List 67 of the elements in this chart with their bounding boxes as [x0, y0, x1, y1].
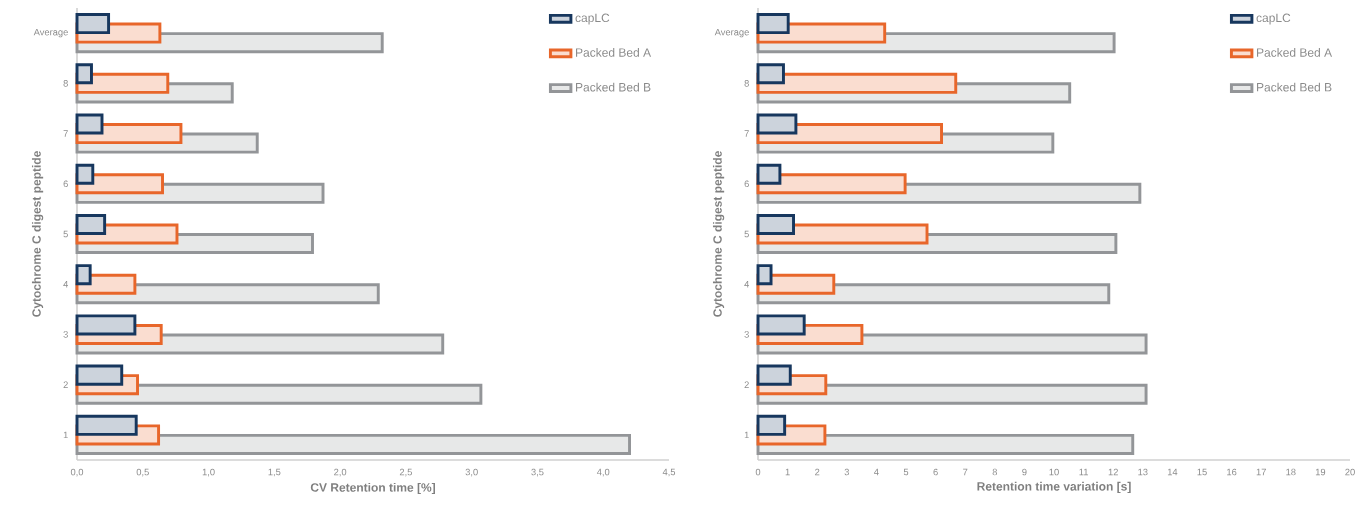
x-tick-label: 0,5	[136, 468, 149, 477]
x-tick-label: 11	[1079, 468, 1088, 476]
y-tick-label: 6	[63, 180, 68, 188]
bar	[756, 273, 836, 295]
x-tick-label: 1,0	[202, 468, 215, 477]
bar	[75, 72, 170, 94]
legend-label: capLC	[575, 13, 610, 25]
bar	[756, 383, 1148, 405]
x-tick-label: 3	[844, 468, 849, 476]
legend-label: Packed Bed A	[576, 47, 652, 57]
legend-label: Packed Bed B	[576, 82, 651, 92]
y-tick-label: 1	[63, 431, 68, 439]
y-tick-label: 2	[63, 381, 68, 388]
legend-label: capLC	[1256, 13, 1291, 25]
x-tick-label: 3,5	[531, 468, 544, 477]
y-tick-label: Average	[33, 28, 68, 38]
y-tick-label: 2	[744, 381, 749, 388]
x-tick-label: 6	[933, 468, 938, 476]
x-tick-label: 16	[1227, 468, 1237, 476]
x-tick-label: 2,0	[334, 468, 347, 477]
x-axis-title: Retention time variation [s]	[977, 481, 1131, 493]
y-tick-label: 3	[744, 331, 749, 338]
y-tick-label: 7	[63, 130, 68, 137]
bar	[75, 433, 632, 455]
x-tick-label: 8	[992, 468, 997, 476]
x-tick-label: 19	[1315, 468, 1326, 476]
y-axis-title: Cytochrome C digest peptide	[712, 151, 725, 317]
x-tick-label: 1,5	[268, 468, 281, 477]
x-tick-label: 9	[1022, 468, 1027, 476]
x-tick-label: 5	[903, 468, 909, 476]
y-tick-label: 1	[744, 431, 749, 439]
x-tick-label: 15	[1197, 468, 1207, 476]
y-tick-label: 4	[744, 281, 750, 288]
bar	[756, 72, 958, 94]
x-tick-label: 12	[1108, 468, 1118, 476]
bar	[756, 433, 1135, 455]
x-tick-label: 20	[1345, 468, 1355, 476]
y-tick-label: 3	[63, 331, 68, 338]
x-tick-label: 17	[1256, 468, 1266, 476]
x-tick-label: 14	[1167, 468, 1178, 476]
y-axis-title: Cytochrome C digest peptide	[31, 151, 44, 317]
x-tick-label: 2,5	[399, 468, 412, 477]
bar	[756, 173, 907, 195]
x-tick-label: 1	[785, 468, 790, 476]
legend-label: Packed Bed B	[1257, 82, 1332, 92]
y-tick-label: 8	[63, 80, 68, 87]
x-tick-label: 13	[1138, 468, 1148, 476]
x-tick-label: 4,0	[596, 468, 610, 477]
x-tick-label: 7	[963, 468, 968, 476]
y-tick-label: 7	[744, 130, 749, 137]
x-tick-label: 0	[755, 468, 761, 476]
bar	[75, 383, 483, 405]
y-tick-label: 5	[744, 230, 749, 238]
y-tick-label: 5	[63, 230, 68, 238]
y-tick-label: Average	[714, 28, 749, 38]
y-tick-label: 4	[63, 281, 69, 288]
x-tick-label: 2	[815, 468, 820, 476]
x-tick-label: 10	[1049, 468, 1059, 476]
x-tick-label: 4	[874, 468, 879, 476]
x-tick-label: 0,0	[70, 468, 84, 477]
y-tick-label: 6	[744, 180, 749, 188]
legend-label: Packed Bed A	[1257, 47, 1333, 57]
x-tick-label: 3,0	[465, 468, 478, 477]
x-axis-title: CV Retention time [%]	[310, 482, 435, 495]
y-tick-label: 8	[744, 80, 749, 87]
x-tick-label: 4,5	[662, 468, 676, 477]
x-tick-label: 18	[1286, 468, 1296, 476]
